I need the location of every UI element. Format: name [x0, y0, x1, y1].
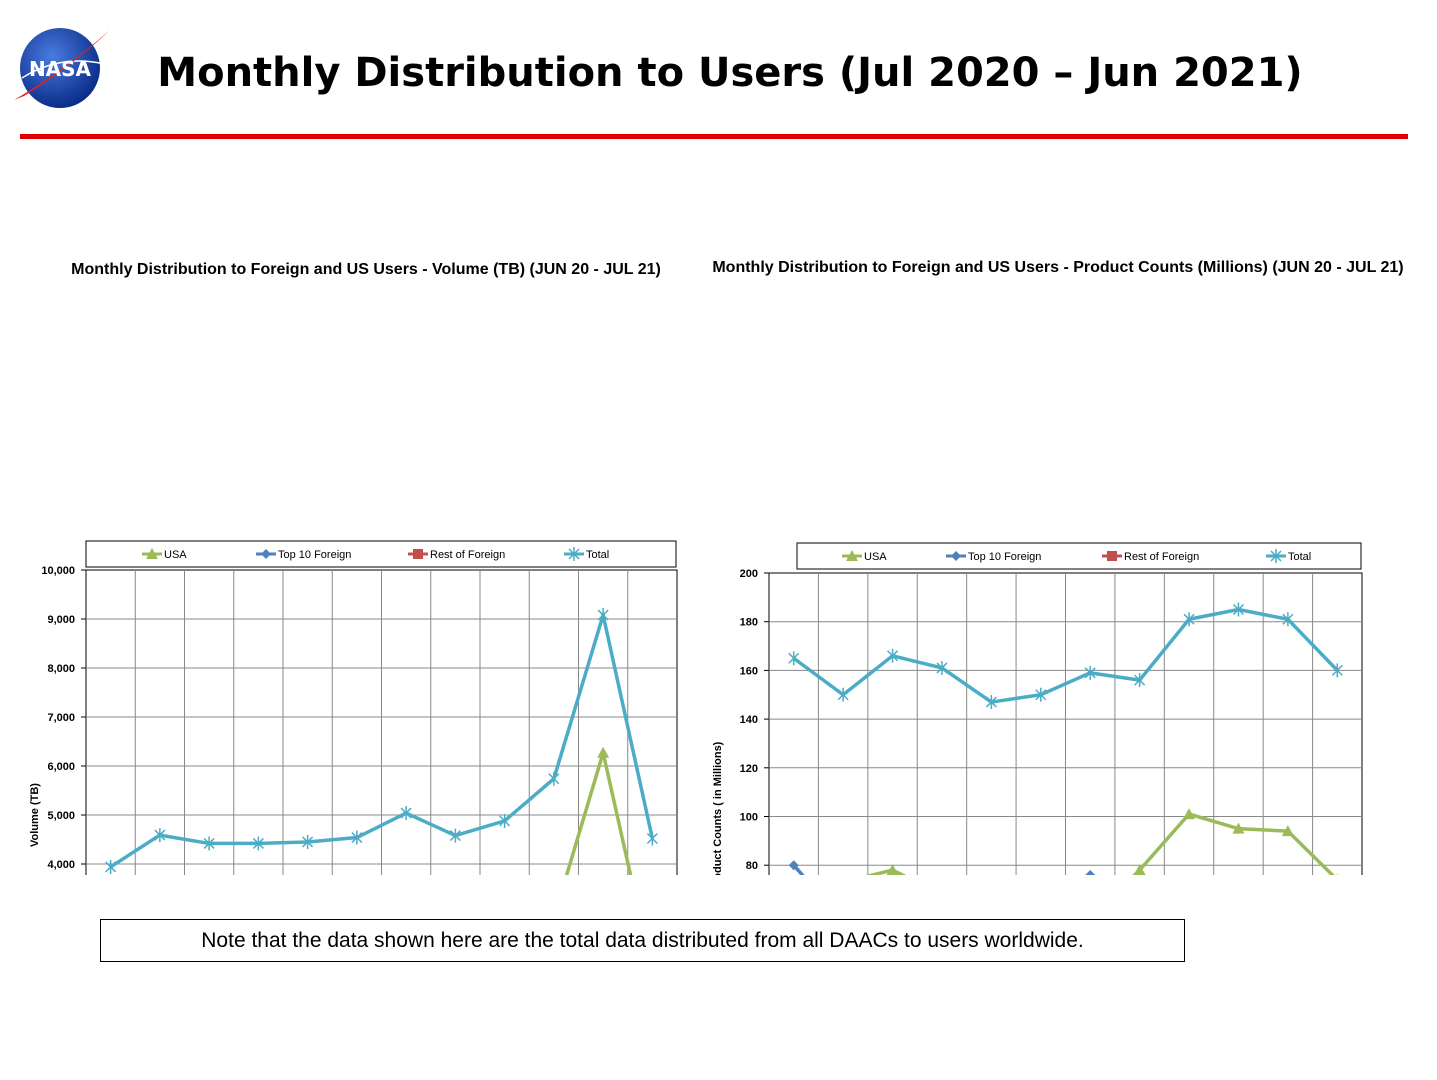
data-point-total: [1331, 663, 1343, 678]
y-tick-label: 200: [740, 568, 758, 580]
data-point-total: [887, 648, 899, 663]
data-point-total: [1232, 602, 1244, 617]
legend-marker-usa: [846, 550, 858, 561]
legend-label-rest-of-foreign: Rest of Foreign: [430, 549, 505, 561]
data-point-total: [302, 834, 314, 849]
legend-label-total: Total: [1288, 551, 1311, 563]
product-counts-chart: Monthly Distribution to Foreign and US U…: [712, 259, 1404, 875]
data-point-total: [252, 836, 264, 851]
legend-label-usa: USA: [864, 551, 887, 563]
legend-marker-top-10-foreign: [261, 549, 271, 559]
series-total: [788, 602, 1343, 710]
y-tick-label: 180: [740, 617, 758, 629]
data-point-total: [788, 651, 800, 666]
series-line-total: [792, 607, 1339, 704]
legend-marker-rest-of-foreign: [413, 549, 423, 559]
legend-label-rest-of-foreign: Rest of Foreign: [1124, 551, 1199, 563]
series-total: [105, 608, 658, 874]
y-tick-label: 9,000: [47, 614, 75, 626]
series-line-usa: [865, 812, 1335, 875]
data-point-usa: [1281, 825, 1294, 837]
y-tick-label: 8,000: [47, 663, 75, 675]
nasa-logo-text: NASA: [29, 57, 92, 81]
data-point-total: [499, 813, 511, 828]
chart-title: Monthly Distribution to Foreign and US U…: [71, 261, 661, 278]
data-point-top-10-foreign: [788, 860, 799, 871]
legend-marker-top-10-foreign: [951, 551, 961, 561]
data-point-total: [985, 695, 997, 710]
y-tick-label: 6,000: [47, 761, 75, 773]
legend-marker-rest-of-foreign: [1107, 551, 1117, 561]
data-point-usa: [1133, 864, 1146, 875]
page-title: Monthly Distribution to Users (Jul 2020 …: [157, 50, 1303, 96]
nasa-logo: NASA: [14, 28, 110, 108]
series-usa: [865, 808, 1338, 875]
legend-label-top-10-foreign: Top 10 Foreign: [968, 551, 1041, 563]
data-point-total: [1035, 687, 1047, 702]
nasa-logo-orbit: [21, 60, 105, 79]
legend-marker-total: [568, 547, 580, 561]
y-axis-title: Product Counts ( in Millions): [712, 741, 724, 875]
footnote: Note that the data shown here are the to…: [100, 919, 1185, 962]
y-tick-label: 100: [740, 812, 758, 824]
y-tick-label: 160: [740, 665, 758, 677]
legend-marker-usa: [146, 548, 158, 559]
data-point-total: [449, 828, 461, 843]
data-point-total: [597, 608, 609, 623]
data-point-total: [400, 806, 412, 821]
y-tick-label: 10,000: [41, 565, 75, 577]
series-top-10-foreign: [788, 860, 1096, 875]
data-point-total: [1282, 612, 1294, 627]
data-point-usa: [1336, 873, 1338, 875]
legend-label-total: Total: [586, 549, 609, 561]
y-tick-label: 5,000: [47, 810, 75, 822]
data-point-total: [154, 828, 166, 843]
chart-title: Monthly Distribution to Foreign and US U…: [712, 259, 1403, 276]
y-axis-title: Volume (TB): [29, 783, 41, 847]
data-point-total: [548, 771, 560, 786]
y-tick-label: 140: [740, 714, 758, 726]
y-tick-label: 120: [740, 763, 758, 775]
y-tick-label: 4,000: [47, 859, 75, 871]
data-point-total: [1084, 665, 1096, 680]
data-point-total: [936, 660, 948, 675]
data-point-total: [1183, 612, 1195, 627]
data-point-total: [1134, 673, 1146, 688]
y-tick-label: 80: [746, 860, 758, 872]
series-usa: [564, 746, 633, 875]
y-tick-label: 7,000: [47, 712, 75, 724]
data-point-total: [105, 859, 117, 874]
data-point-total: [203, 836, 215, 851]
data-point-total: [837, 687, 849, 702]
data-point-usa: [886, 864, 899, 875]
data-point-usa: [597, 746, 610, 758]
nasa-logo-globe: [20, 28, 100, 108]
data-point-top-10-foreign: [1085, 869, 1096, 875]
legend-label-usa: USA: [164, 549, 187, 561]
data-point-usa: [1183, 808, 1196, 820]
data-point-total: [351, 830, 363, 845]
legend-marker-total: [1270, 549, 1282, 563]
legend-label-top-10-foreign: Top 10 Foreign: [278, 549, 351, 561]
data-point-usa: [1232, 822, 1245, 834]
volume-chart: Monthly Distribution to Foreign and US U…: [29, 261, 678, 875]
title-divider: [20, 134, 1408, 139]
data-point-total: [646, 831, 658, 846]
series-line-total: [109, 613, 655, 869]
